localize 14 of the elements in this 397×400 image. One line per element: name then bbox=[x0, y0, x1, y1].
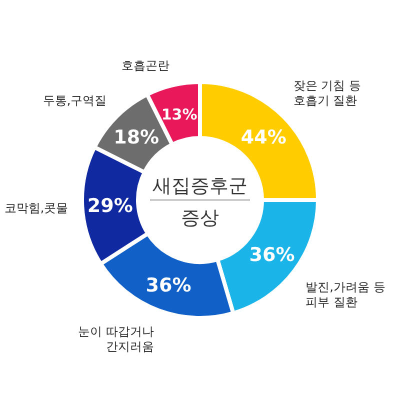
slice-label: 발진,가려움 등 피부 질환 bbox=[306, 280, 386, 310]
slice-label: 코막힘,콧물 bbox=[4, 201, 68, 216]
data-label: 36% bbox=[249, 244, 295, 266]
slice-label: 두통,구역질 bbox=[42, 94, 107, 108]
text: 증상 bbox=[181, 207, 219, 229]
text: 새집증후군 bbox=[152, 175, 248, 197]
slice-label: 눈이 따갑거나 간지러움 bbox=[78, 324, 154, 354]
data-label: 44% bbox=[240, 126, 286, 148]
data-label: 18% bbox=[114, 126, 160, 148]
slice-label: 호흡곤란 bbox=[122, 58, 170, 73]
data-label: 29% bbox=[87, 194, 133, 217]
slice-label: 잦은 기침 등 호흡기 질환 bbox=[293, 78, 361, 108]
data-label: 13% bbox=[161, 105, 198, 124]
data-label: 36% bbox=[146, 274, 192, 296]
